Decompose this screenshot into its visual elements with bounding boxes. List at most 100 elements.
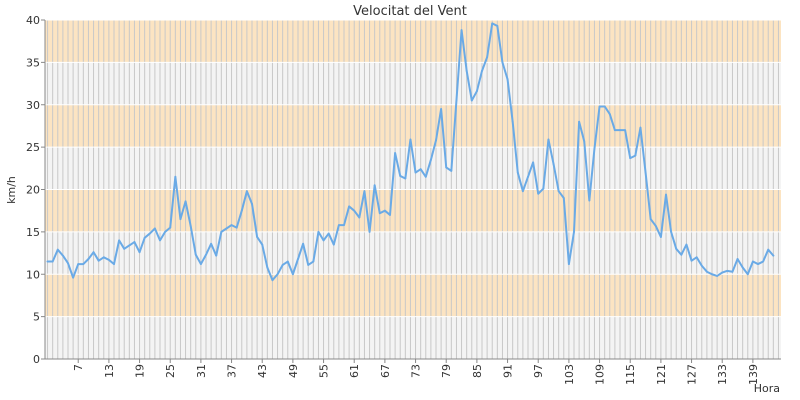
data-point: [77, 263, 80, 265]
data-point: [675, 247, 678, 250]
data-point: [409, 138, 412, 141]
data-point: [700, 264, 703, 267]
y-tick-labels: 0 5 10 15 20 25 30 35 40: [26, 14, 45, 366]
data-point: [128, 244, 131, 247]
data-point: [230, 224, 233, 226]
data-point: [751, 260, 754, 263]
data-point: [245, 190, 248, 193]
data-point: [373, 184, 376, 187]
data-point: [680, 253, 683, 256]
data-point: [378, 212, 381, 215]
data-point: [51, 260, 54, 263]
data-point: [537, 192, 540, 195]
data-point: [291, 273, 294, 276]
data-point: [460, 29, 463, 32]
data-point: [424, 175, 427, 178]
data-point: [603, 105, 606, 108]
data-point: [455, 99, 458, 102]
data-point: [107, 258, 110, 261]
data-point: [557, 190, 560, 193]
x-tick-label: 133: [716, 364, 729, 385]
data-point: [527, 175, 529, 178]
data-point: [511, 120, 514, 123]
x-tick-label: 121: [655, 364, 668, 385]
x-tick-label: 43: [256, 364, 269, 378]
data-point: [711, 273, 713, 276]
data-point: [184, 200, 187, 203]
data-point: [133, 241, 136, 243]
data-point: [174, 175, 177, 178]
data-point: [286, 260, 289, 263]
x-tick-labels: 7 13 19 25 31 37 43 49 55 61 67 73 79 85 91 97 103 109 115…: [72, 359, 760, 385]
data-point: [547, 138, 550, 141]
data-point: [404, 177, 407, 180]
data-point: [148, 232, 151, 235]
data-point: [251, 203, 253, 205]
data-point: [302, 242, 305, 245]
data-point: [608, 113, 611, 115]
data-point: [629, 157, 632, 160]
data-point: [297, 258, 299, 260]
data-point: [644, 171, 647, 174]
x-axis-label: Hora: [754, 382, 780, 395]
series-group: [46, 22, 775, 282]
data-point: [588, 199, 591, 202]
data-point: [429, 158, 432, 161]
data-point: [690, 259, 693, 262]
data-point: [46, 260, 49, 263]
data-point: [762, 260, 765, 263]
data-point: [102, 256, 105, 259]
data-point: [210, 242, 213, 245]
data-point: [368, 230, 371, 233]
x-tick-label: 97: [532, 364, 545, 378]
data-point: [179, 218, 182, 221]
data-point: [521, 190, 524, 193]
x-tick-label: 127: [686, 364, 699, 385]
data-point: [276, 273, 279, 276]
y-tick-label: 35: [26, 56, 40, 69]
data-point: [399, 175, 402, 177]
y-tick-label: 25: [26, 141, 40, 154]
data-point: [332, 243, 335, 246]
data-point: [322, 239, 325, 242]
x-tick-label: 73: [410, 364, 423, 378]
background-band: [45, 231, 781, 275]
data-point: [726, 269, 729, 272]
data-point: [414, 171, 417, 174]
x-tick-label: 31: [195, 364, 208, 378]
data-point: [593, 147, 596, 150]
y-tick-label: 5: [33, 311, 40, 324]
data-point: [220, 230, 223, 233]
data-point: [138, 251, 141, 254]
data-point: [143, 236, 146, 239]
data-point: [353, 209, 356, 212]
x-tick-label: 7: [72, 364, 85, 371]
data-point: [56, 248, 59, 251]
data-point: [757, 263, 759, 265]
background-band: [45, 189, 781, 232]
data-point: [634, 154, 637, 157]
chart-title: Velocitat del Vent: [353, 4, 467, 19]
data-point: [189, 225, 192, 227]
data-point: [256, 236, 259, 238]
data-point: [772, 254, 775, 257]
data-point: [199, 263, 202, 265]
data-point: [685, 243, 688, 246]
data-point: [465, 69, 468, 72]
data-point: [501, 61, 504, 64]
data-point: [164, 230, 167, 233]
x-tick-label: 103: [563, 364, 576, 385]
data-point: [695, 256, 698, 259]
data-point: [613, 129, 616, 132]
data-point: [87, 258, 90, 260]
background-band: [45, 62, 781, 105]
data-point: [159, 239, 161, 242]
data-point: [670, 230, 673, 233]
data-point: [67, 262, 69, 265]
data-point: [240, 209, 243, 212]
background-band: [45, 20, 781, 63]
data-point: [435, 139, 437, 142]
data-point: [235, 226, 238, 229]
data-point: [649, 218, 652, 221]
